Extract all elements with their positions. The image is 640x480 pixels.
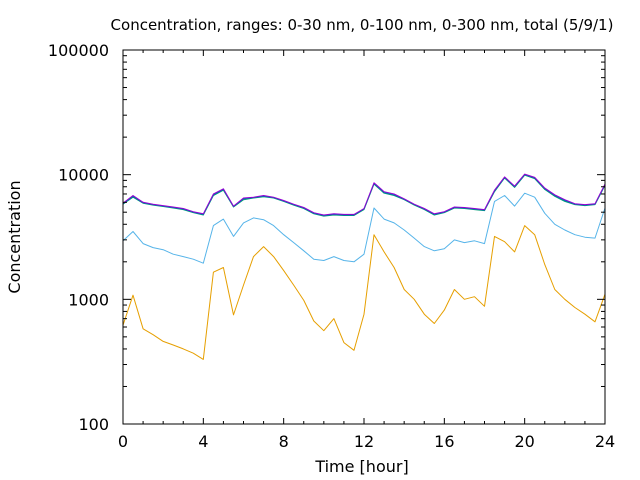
tick-layer: 0 4 8 12 16 20 24 100 1000 10000 100000 <box>48 41 615 451</box>
y-tick-label: 1000 <box>68 290 109 309</box>
series-line-1 <box>122 225 606 360</box>
plot-frame <box>122 49 606 425</box>
x-tick-label: 20 <box>514 432 534 451</box>
x-axis-label: Time [hour] <box>314 457 408 476</box>
x-tick-label: 0 <box>118 432 128 451</box>
x-tick-label: 8 <box>279 432 289 451</box>
y-tick-label: 100000 <box>48 41 109 60</box>
series-line-5 <box>122 173 606 216</box>
series-layer <box>122 173 606 360</box>
chart-title: Concentration, ranges: 0-30 nm, 0-100 nm… <box>111 16 614 34</box>
y-tick-label: 100 <box>78 415 109 434</box>
x-tick-label: 12 <box>354 432 374 451</box>
y-axis-label: Concentration <box>5 180 24 293</box>
series-line-3 <box>122 174 606 217</box>
x-tick-label: 4 <box>198 432 208 451</box>
x-tick-label: 16 <box>434 432 454 451</box>
x-tick-label: 24 <box>595 432 615 451</box>
series-line-2 <box>122 192 606 264</box>
series-line-4 <box>122 174 606 216</box>
y-tick-label: 10000 <box>58 166 109 185</box>
